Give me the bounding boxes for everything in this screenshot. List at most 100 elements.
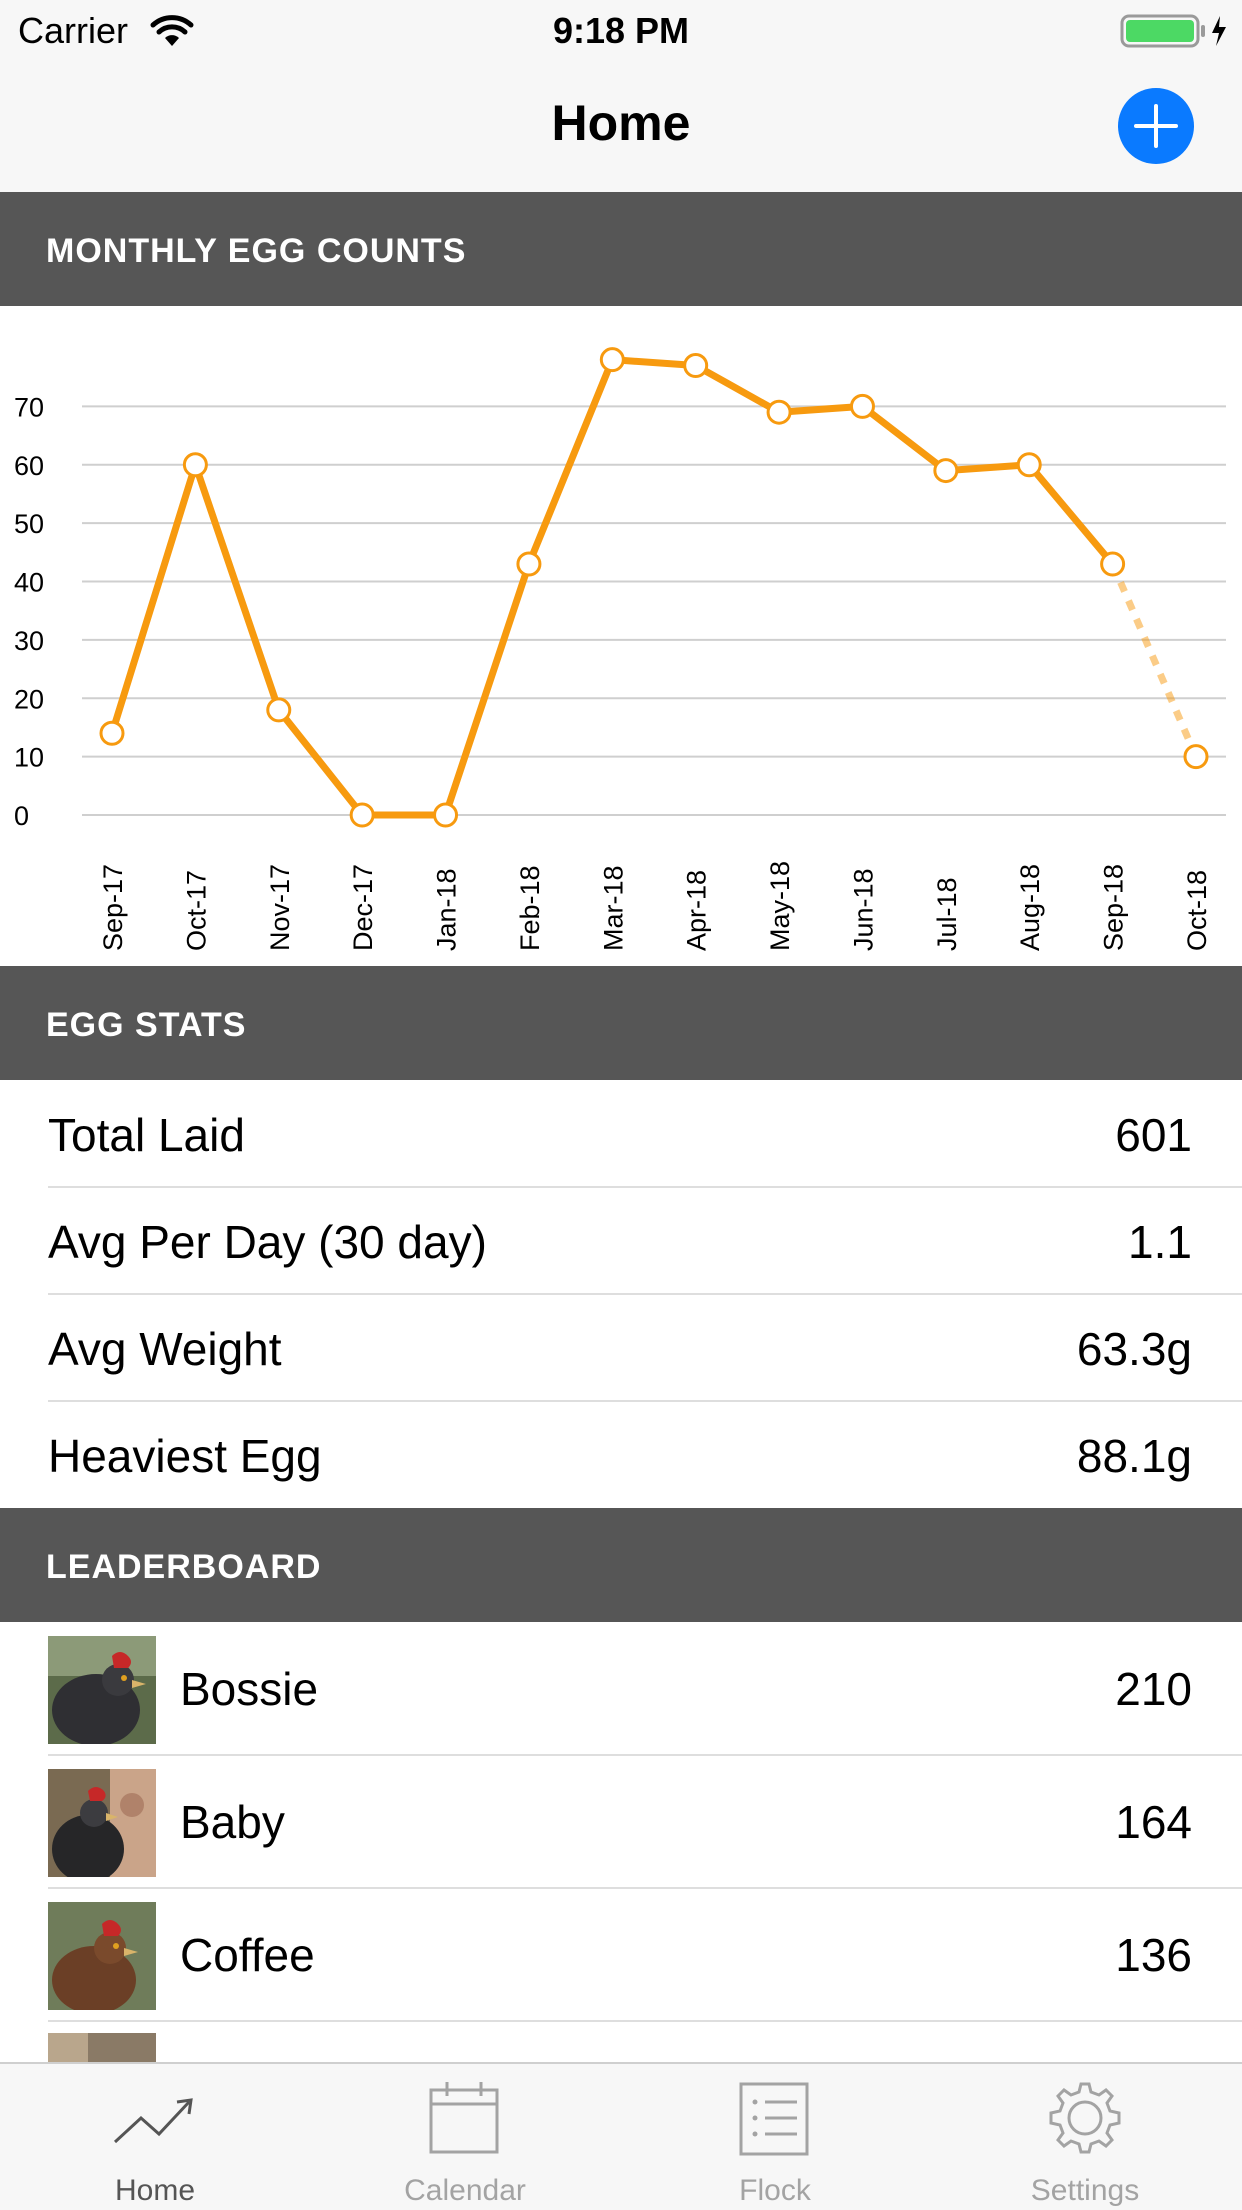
- x-tick-label: Aug-18: [1015, 864, 1045, 951]
- data-point: [766, 399, 792, 425]
- hen-avatar: [48, 1636, 156, 1744]
- carrier-label: Carrier: [18, 10, 129, 51]
- leaderboard-row-baby[interactable]: Baby 164: [0, 1755, 1242, 1888]
- hen-avatar: [48, 2033, 156, 2062]
- stat-label: Avg Weight: [48, 1323, 282, 1375]
- stat-label: Heaviest Egg: [48, 1430, 322, 1482]
- x-tick-label: Sep-17: [98, 864, 128, 951]
- divider: [48, 1400, 1242, 1402]
- add-button[interactable]: [1118, 88, 1194, 164]
- data-point: [182, 452, 208, 478]
- x-tick-label: Jan-18: [432, 868, 462, 951]
- tab-home[interactable]: Home: [0, 2064, 310, 2210]
- section-header-monthly-egg-counts: MONTHLY EGG COUNTS: [0, 192, 1242, 306]
- tab-calendar[interactable]: Calendar: [310, 2064, 620, 2210]
- data-point: [599, 347, 625, 373]
- data-point: [683, 353, 709, 379]
- y-tick-label: 10: [14, 743, 44, 773]
- x-tick-label: Apr-18: [682, 870, 712, 951]
- x-tick-label: Oct-18: [1182, 870, 1212, 951]
- gear-icon: [1049, 2082, 1121, 2154]
- x-tick-label: Oct-17: [181, 870, 211, 951]
- trend-line-icon: [113, 2098, 193, 2144]
- data-point: [266, 697, 292, 723]
- hen-name: Coffee: [180, 1929, 315, 1981]
- x-tick-label: Jul-18: [932, 877, 962, 951]
- list-icon: [739, 2082, 809, 2156]
- stat-row-total-laid[interactable]: Total Laid 601: [0, 1080, 1242, 1187]
- hen-egg-count: 164: [1115, 1796, 1192, 1848]
- y-tick-label: 30: [14, 626, 44, 656]
- stat-value: 1.1: [1128, 1216, 1192, 1268]
- stat-row-avg-per-day[interactable]: Avg Per Day (30 day) 1.1: [0, 1187, 1242, 1294]
- x-tick-label: Mar-18: [598, 865, 628, 951]
- tab-label: Home: [114, 2174, 196, 2207]
- monthly-egg-chart: 0 10 20 30 40 50 60 70 Sep-17 Oct-17 Nov-17 Dec-17 J…: [0, 306, 1242, 966]
- stat-row-heaviest-egg[interactable]: Heaviest Egg 88.1g: [0, 1401, 1242, 1508]
- leaderboard-row-partial[interactable]: [0, 2021, 1242, 2062]
- section-title: MONTHLY EGG COUNTS: [46, 232, 467, 270]
- x-tick-label: Sep-18: [1099, 864, 1129, 951]
- x-tick-label: May-18: [765, 861, 795, 951]
- battery-icon: [1120, 14, 1232, 53]
- y-tick-label: 70: [14, 392, 44, 422]
- data-point: [516, 551, 542, 577]
- data-point: [1100, 551, 1126, 577]
- divider: [48, 1186, 1242, 1188]
- divider: [48, 2020, 1242, 2022]
- section-title: EGG STATS: [46, 1006, 247, 1044]
- stat-label: Avg Per Day (30 day): [48, 1216, 487, 1268]
- leaderboard-row-bossie[interactable]: Bossie 210: [0, 1622, 1242, 1755]
- x-tick-label: Jun-18: [848, 868, 878, 951]
- line-chart: 0 10 20 30 40 50 60 70 Sep-17 Oct-17 Nov-17 Dec-17 J…: [14, 347, 1226, 951]
- divider: [48, 1887, 1242, 1889]
- series-line: [108, 356, 1116, 819]
- stat-row-avg-weight[interactable]: Avg Weight 63.3g: [0, 1294, 1242, 1401]
- y-tick-label: 60: [14, 451, 44, 481]
- y-tick-label: 50: [14, 509, 44, 539]
- hen-avatar: [48, 1902, 156, 2010]
- tab-label: Settings: [1030, 2174, 1140, 2207]
- leaderboard-row-coffee[interactable]: Coffee 136: [0, 1888, 1242, 2021]
- calendar-icon: [429, 2082, 499, 2154]
- hen-avatar: [48, 1769, 156, 1877]
- stat-value: 63.3g: [1076, 1323, 1192, 1375]
- divider: [48, 1293, 1242, 1295]
- hen-name: Bossie: [180, 1663, 319, 1715]
- data-point: [99, 720, 125, 746]
- data-point: [349, 802, 375, 828]
- data-point: [1183, 744, 1209, 770]
- section-title: LEADERBOARD: [46, 1548, 322, 1586]
- navigation-bar: Home: [0, 62, 1242, 192]
- x-tick-label: Nov-17: [265, 864, 295, 951]
- tab-settings[interactable]: Settings: [930, 2064, 1240, 2210]
- data-point: [433, 802, 459, 828]
- stat-value: 601: [1115, 1109, 1192, 1161]
- data-point: [1016, 452, 1042, 478]
- tab-label: Calendar: [404, 2174, 526, 2207]
- wifi-icon: [150, 14, 194, 53]
- tab-bar: Home Calendar Flock Settings: [0, 2062, 1242, 2210]
- x-tick-label: Dec-17: [348, 864, 378, 951]
- x-tick-label: Feb-18: [515, 865, 545, 951]
- projected-line: [1109, 562, 1200, 759]
- hen-egg-count: 136: [1115, 1929, 1192, 1981]
- data-point: [933, 458, 959, 484]
- page-title: Home: [551, 95, 691, 151]
- stat-value: 88.1g: [1076, 1430, 1192, 1482]
- data-point: [849, 393, 875, 419]
- status-time: 9:18 PM: [552, 10, 690, 51]
- divider: [48, 1754, 1242, 1756]
- section-header-leaderboard: LEADERBOARD: [0, 1508, 1242, 1622]
- y-tick-label: 40: [14, 568, 44, 598]
- hen-egg-count: 210: [1115, 1663, 1192, 1715]
- y-tick-label: 0: [14, 801, 29, 831]
- section-header-egg-stats: EGG STATS: [0, 966, 1242, 1080]
- tab-flock[interactable]: Flock: [620, 2064, 930, 2210]
- stat-label: Total Laid: [48, 1109, 245, 1161]
- hen-name: Baby: [180, 1796, 285, 1848]
- plus-icon: [1134, 104, 1178, 148]
- y-tick-label: 20: [14, 684, 44, 714]
- tab-label: Flock: [739, 2174, 811, 2207]
- status-bar: Carrier 9:18 PM: [0, 0, 1242, 62]
